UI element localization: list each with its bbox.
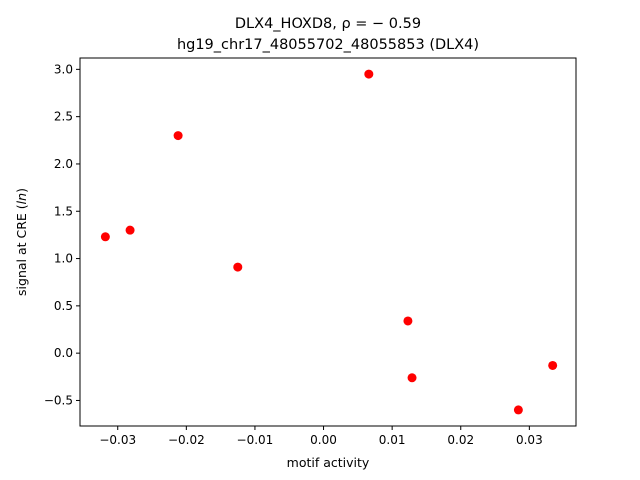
data-point xyxy=(364,69,374,79)
data-point xyxy=(173,131,183,141)
y-axis-label-close: ) xyxy=(14,188,29,193)
data-point xyxy=(100,232,110,242)
x-tick-label: −0.03 xyxy=(99,433,136,447)
data-point xyxy=(233,262,243,272)
y-axis-label-unit: ln xyxy=(14,193,29,204)
axis-ticks: −0.03 −0.02 −0.01 0.00 0.01 0.02 0.03 −0.5 0.0 0.… xyxy=(44,62,543,447)
y-tick-label: −0.5 xyxy=(44,393,73,407)
x-tick-label: −0.02 xyxy=(168,433,205,447)
y-axis-label: signal at CRE (ln) xyxy=(14,188,29,296)
data-point xyxy=(548,360,558,370)
y-tick-label: 2.5 xyxy=(54,110,73,124)
x-tick-label: −0.01 xyxy=(237,433,274,447)
x-tick-label: 0.02 xyxy=(447,433,474,447)
data-point xyxy=(407,373,417,383)
data-point xyxy=(125,225,135,235)
data-point xyxy=(513,405,523,415)
y-tick-label: 0.5 xyxy=(54,299,73,313)
chart-title-line1: DLX4_HOXD8, ρ = − 0.59 xyxy=(235,16,421,32)
chart-title-line2: hg19_chr17_48055702_48055853 (DLX4) xyxy=(177,37,479,53)
x-axis-label: motif activity xyxy=(287,455,370,470)
y-tick-label: 3.0 xyxy=(54,62,73,76)
data-point xyxy=(403,316,413,326)
y-tick-label: 0.0 xyxy=(54,346,73,360)
y-tick-label: 1.0 xyxy=(54,252,73,266)
data-points xyxy=(100,69,558,415)
y-tick-label: 2.0 xyxy=(54,157,73,171)
x-tick-label: 0.01 xyxy=(379,433,406,447)
y-axis-label-main: signal at CRE ( xyxy=(14,204,29,296)
y-tick-label: 1.5 xyxy=(54,204,73,218)
plot-frame xyxy=(79,57,577,427)
x-tick-label: 0.03 xyxy=(516,433,543,447)
x-tick-label: 0.00 xyxy=(310,433,337,447)
